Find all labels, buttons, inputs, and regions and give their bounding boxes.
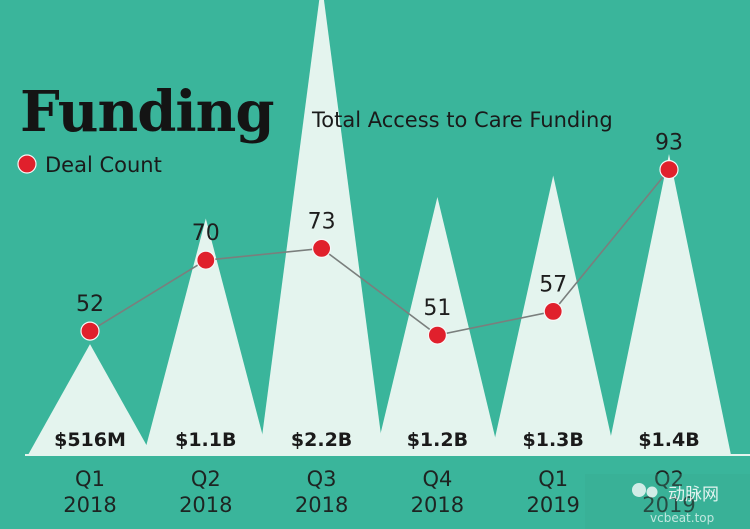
tick-year-5: 2019 bbox=[526, 493, 579, 517]
tick-quarter-2: Q2 bbox=[191, 467, 221, 491]
legend-deal-count-label: Deal Count bbox=[45, 153, 162, 177]
funding-peak-1 bbox=[28, 344, 152, 455]
deal-count-series: 52 70 73 51 57 93 bbox=[76, 131, 683, 345]
funding-amount-label-3: $2.2B bbox=[291, 429, 352, 451]
tick-year-3: 2018 bbox=[295, 493, 348, 517]
deal-count-point-3 bbox=[312, 238, 332, 258]
tick-quarter-1: Q1 bbox=[75, 467, 105, 491]
legend-deal-count-marker bbox=[17, 154, 37, 174]
chart-subtitle: Total Access to Care Funding bbox=[311, 108, 613, 132]
deal-count-point-4 bbox=[427, 325, 447, 345]
tick-year-2: 2018 bbox=[179, 493, 232, 517]
funding-amount-label-4: $1.2B bbox=[407, 429, 468, 451]
tick-quarter-3: Q3 bbox=[307, 467, 337, 491]
funding-amount-label-5: $1.3B bbox=[523, 429, 584, 451]
watermark-backdrop bbox=[585, 474, 750, 529]
deal-count-point-1 bbox=[80, 321, 100, 341]
funding-peak-6 bbox=[607, 154, 731, 455]
watermark-site: vcbeat.top bbox=[650, 511, 714, 525]
deal-count-point-2 bbox=[196, 250, 216, 270]
deal-count-label-1: 52 bbox=[76, 292, 104, 317]
tick-year-4: 2018 bbox=[411, 493, 464, 517]
tick-quarter-4: Q4 bbox=[422, 467, 452, 491]
chart-title: Funding bbox=[20, 79, 274, 145]
watermark-brand: 动脉网 bbox=[668, 485, 719, 505]
funding-amount-label-1: $516M bbox=[54, 429, 126, 451]
deal-count-point-6 bbox=[659, 160, 679, 180]
deal-count-label-4: 51 bbox=[423, 296, 451, 321]
deal-count-label-5: 57 bbox=[539, 272, 567, 297]
deal-count-label-6: 93 bbox=[655, 131, 683, 156]
legend: Deal Count bbox=[17, 153, 162, 177]
deal-count-point-5 bbox=[543, 301, 563, 321]
watermark: 动脉网 vcbeat.top bbox=[585, 474, 750, 529]
watermark-logo-icon bbox=[632, 483, 658, 498]
deal-count-label-3: 73 bbox=[308, 209, 336, 234]
deal-count-line bbox=[89, 169, 670, 336]
tick-quarter-5: Q1 bbox=[538, 467, 568, 491]
funding-amount-label-6: $1.4B bbox=[638, 429, 699, 451]
funding-amount-label-2: $1.1B bbox=[175, 429, 236, 451]
funding-peak-3 bbox=[259, 0, 384, 455]
deal-count-label-2: 70 bbox=[192, 221, 220, 246]
tick-year-1: 2018 bbox=[63, 493, 116, 517]
tick-quarter-6: Q2 bbox=[654, 467, 684, 491]
funding-peak-2 bbox=[143, 218, 268, 455]
